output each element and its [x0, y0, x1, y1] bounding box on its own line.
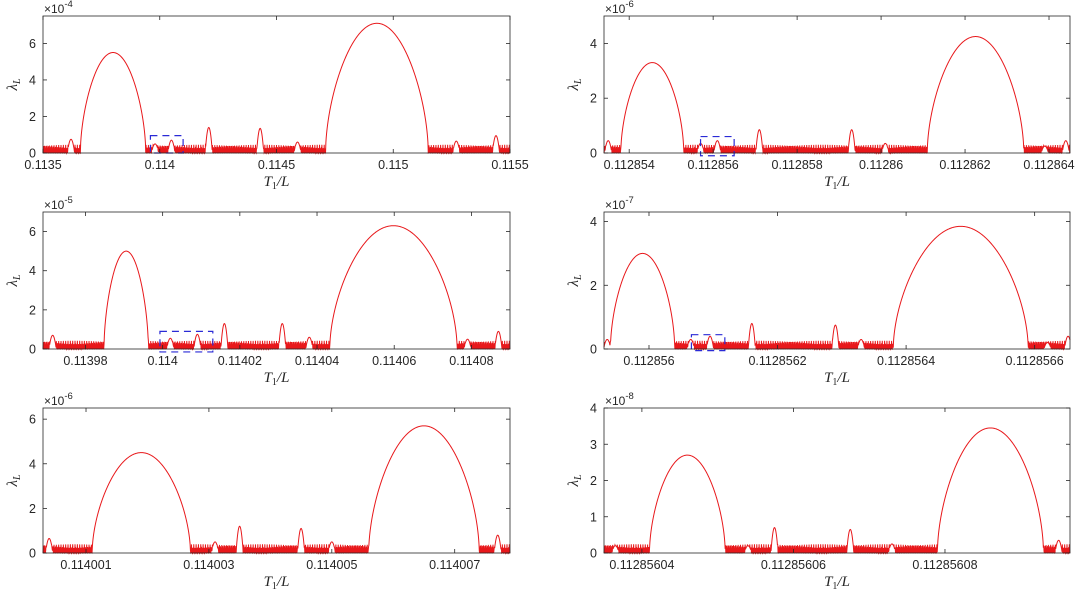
y-tick-label: 6: [29, 37, 36, 51]
lyapunov-series-line: [603, 225, 1071, 351]
y-tick-label: 2: [29, 502, 36, 516]
y-axis-label: λL: [566, 78, 584, 92]
x-tick-label: 0.1128562: [748, 354, 806, 368]
axes-frame: [603, 407, 1071, 554]
y-tick-label: 4: [590, 37, 597, 51]
x-tick-label: 0.1155: [491, 158, 528, 172]
y-tick-label: 4: [29, 264, 36, 278]
y-exponent-label: ×10-4: [44, 0, 73, 16]
x-tick-label: 0.11406: [372, 354, 416, 368]
y-exponent-label: ×10-6: [605, 0, 634, 16]
y-tick-label: 4: [590, 215, 597, 229]
y-tick-label: 3: [590, 438, 597, 452]
x-tick-label: 0.112856: [623, 354, 674, 368]
x-tick-label: 0.115: [378, 158, 408, 172]
chart-panel-4: 0 2 4 0.112856 0.1128562 0.1128564 0.1128566 ×1…: [566, 195, 1071, 388]
x-tick-label: 0.112862: [939, 158, 990, 172]
y-tick-label: 2: [29, 110, 36, 124]
x-axis-label: T1/L: [264, 574, 290, 592]
x-axis-label: T1/L: [264, 370, 290, 388]
x-tick-label: 0.1135: [24, 158, 61, 172]
chart-panel-5: 0 2 4 6 0.114001 0.114003 0.114005 0.114007 ×10-…: [5, 391, 511, 592]
x-tick-label: 0.11398: [63, 354, 107, 368]
axes-frame: [42, 15, 511, 154]
chart-panel-1: 0 2 4 6 0.1135 0.114 0.1145 0.115 0.1155 ×10-4 T1/…: [5, 0, 529, 192]
x-tick-label: 0.11286: [859, 158, 903, 172]
axes-frame: [603, 15, 1071, 154]
x-tick-label: 0.11285606: [761, 558, 826, 572]
x-tick-label: 0.1128566: [1006, 354, 1064, 368]
x-tick-label: 0.114007: [429, 558, 480, 572]
lyapunov-series-line: [603, 427, 1071, 555]
x-axis-label: T1/L: [824, 174, 850, 192]
y-tick-label: 2: [590, 92, 597, 106]
y-tick-label: 0: [29, 547, 36, 561]
x-tick-label: 0.114: [147, 354, 177, 368]
x-axis-label: T1/L: [264, 174, 290, 192]
x-tick-label: 0.11285608: [912, 558, 977, 572]
y-exponent-label: ×10-7: [605, 195, 634, 212]
x-tick-label: 0.114: [145, 158, 175, 172]
zoom-region-box: [699, 135, 735, 157]
x-tick-label: 0.112854: [604, 158, 655, 172]
y-tick-label: 0: [29, 147, 36, 161]
x-tick-label: 0.11408: [449, 354, 493, 368]
x-axis-label: T1/L: [824, 574, 850, 592]
axes-frame: [42, 407, 511, 554]
y-exponent-label: ×10-5: [44, 195, 73, 212]
lyapunov-series-line: [603, 36, 1071, 155]
lyapunov-series-line: [42, 425, 511, 555]
chart-panel-2: 0 2 4 0.112854 0.112856 0.112858 0.11286 0.1128…: [566, 0, 1075, 192]
y-tick-label: 6: [29, 413, 36, 427]
x-tick-label: 0.114003: [183, 558, 234, 572]
x-tick-label: 0.11402: [218, 354, 262, 368]
y-tick-label: 0: [590, 547, 597, 561]
y-axis-label: λL: [566, 274, 584, 288]
x-tick-label: 0.11285604: [609, 558, 674, 572]
zoom-region-box: [690, 334, 726, 352]
y-tick-label: 0: [590, 343, 597, 357]
chart-panel-3: 0 2 4 6 0.11398 0.114 0.11402 0.11404 0.11406 0.1…: [5, 195, 511, 388]
x-tick-label: 0.1128564: [877, 354, 935, 368]
y-exponent-label: ×10-8: [605, 391, 634, 408]
y-axis-label: λL: [566, 474, 584, 488]
lyapunov-series-line: [42, 225, 511, 351]
axes-frame: [42, 211, 511, 350]
x-tick-label: 0.112864: [1023, 158, 1074, 172]
x-tick-label: 0.112858: [772, 158, 823, 172]
y-exponent-label: ×10-6: [44, 391, 73, 408]
y-tick-label: 6: [29, 225, 36, 239]
chart-panel-6: 0 1 2 3 4 0.11285604 0.11285606 0.11285608 ×10-8…: [566, 391, 1071, 592]
zoom-region-box: [159, 330, 214, 353]
y-tick-label: 2: [29, 303, 36, 317]
y-tick-label: 4: [29, 73, 36, 87]
y-tick-label: 2: [590, 474, 597, 488]
y-tick-label: 0: [29, 343, 36, 357]
lyapunov-series-line: [42, 22, 511, 155]
y-tick-label: 4: [590, 402, 597, 416]
x-tick-label: 0.11404: [295, 354, 339, 368]
x-tick-label: 0.114001: [60, 558, 111, 572]
y-tick-label: 0: [590, 147, 597, 161]
axes-frame: [603, 211, 1071, 350]
y-tick-label: 4: [29, 457, 36, 471]
y-axis-label: λL: [5, 474, 23, 488]
x-tick-label: 0.112856: [688, 158, 739, 172]
y-axis-label: λL: [5, 78, 23, 92]
x-tick-label: 0.1145: [258, 158, 295, 172]
y-tick-label: 1: [590, 510, 597, 524]
x-tick-label: 0.114005: [306, 558, 357, 572]
x-axis-label: T1/L: [824, 370, 850, 388]
y-axis-label: λL: [5, 274, 23, 288]
y-tick-label: 2: [590, 279, 597, 293]
